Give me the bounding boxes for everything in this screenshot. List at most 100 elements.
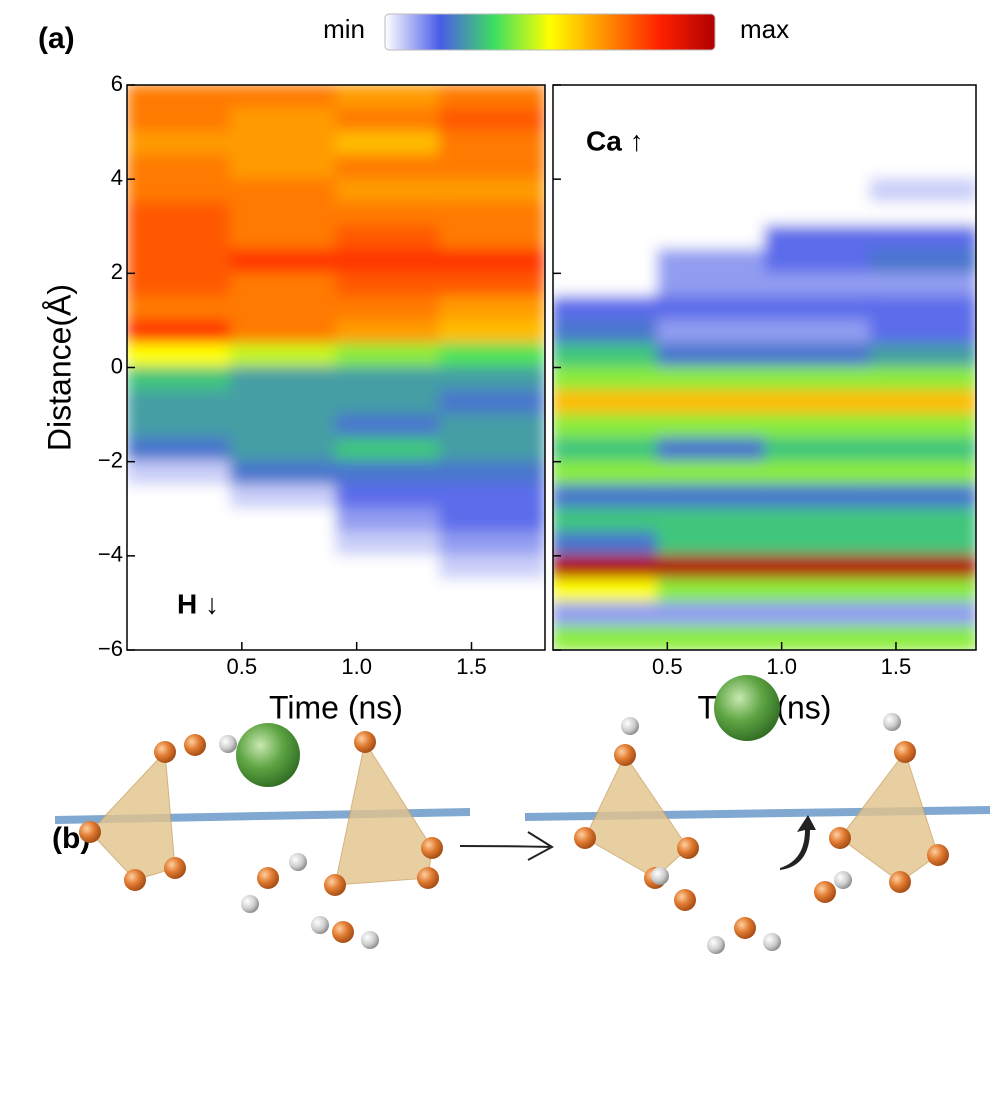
heat-cell: [127, 154, 234, 181]
heat-cell: [229, 85, 337, 110]
heat-cell: [656, 578, 765, 604]
heat-cell: [229, 507, 337, 534]
heat-cell: [127, 531, 234, 557]
panel-label: (a): [38, 22, 75, 55]
heat-cell: [335, 413, 443, 440]
heat-cell: [553, 272, 660, 298]
heat-cell: [869, 484, 976, 510]
heat-cell: [335, 531, 443, 557]
heat-cell: [335, 178, 443, 204]
heatmap-cells: [553, 85, 976, 650]
heat-cell: [335, 107, 443, 134]
heat-cell: [229, 319, 337, 345]
heat-cell: [229, 154, 337, 181]
heat-cell: [553, 578, 660, 604]
colorbar-max: max: [740, 14, 789, 44]
heat-cell: [127, 131, 234, 157]
heat-cell: [438, 107, 545, 134]
heat-cell: [869, 437, 976, 463]
heat-cell: [335, 272, 443, 298]
heat-cell: [869, 507, 976, 534]
heat-cell: [553, 131, 660, 157]
heat-cell: [335, 507, 443, 534]
heat-cell: [438, 295, 545, 322]
heat-cell: [764, 460, 873, 487]
heat-cell: [869, 390, 976, 416]
heat-cell: [869, 578, 976, 604]
heat-cell: [764, 554, 873, 581]
heat-cell: [764, 225, 873, 251]
heat-cell: [127, 484, 234, 510]
heat-cell: [335, 85, 443, 110]
heat-cell: [438, 413, 545, 440]
colorbar: [384, 13, 716, 51]
heat-cell: [869, 225, 976, 251]
heat-cell: [656, 201, 765, 228]
heat-cell: [656, 460, 765, 487]
x-tick-label: 0.5: [227, 654, 258, 679]
heat-cell: [335, 390, 443, 416]
heat-cell: [764, 131, 873, 157]
heat-cell: [869, 201, 976, 228]
heat-cell: [656, 413, 765, 440]
heat-cell: [229, 201, 337, 228]
heat-cell: [764, 154, 873, 181]
heat-cell: [438, 85, 545, 110]
heat-cell: [438, 390, 545, 416]
x-tick-label: 1.0: [341, 654, 372, 679]
x-axis-label: Time (ns): [269, 689, 403, 725]
heat-cell: [127, 107, 234, 134]
heat-cell: [438, 578, 545, 604]
heat-cell: [869, 131, 976, 157]
heat-cell: [553, 178, 660, 204]
heat-cell: [127, 578, 234, 604]
heat-cell: [869, 154, 976, 181]
heat-cell: [656, 342, 765, 369]
heat-cell: [127, 625, 234, 650]
heat-cell: [764, 578, 873, 604]
heat-cell: [229, 295, 337, 322]
heat-cell: [335, 578, 443, 604]
heatmap: [127, 85, 545, 650]
heat-cell: [229, 390, 337, 416]
heat-cell: [656, 319, 765, 345]
heat-cell: [553, 507, 660, 534]
schematic: [54, 675, 991, 954]
heat-cell: [438, 178, 545, 204]
x-tick-label: 1.5: [881, 654, 912, 679]
heat-cell: [127, 178, 234, 204]
heat-cell: [553, 625, 660, 650]
heat-cell: [764, 319, 873, 345]
heat-cell: [438, 154, 545, 181]
heat-cell: [229, 225, 337, 251]
heat-cell: [869, 366, 976, 393]
heat-cell: [335, 625, 443, 650]
heat-cell: [127, 342, 234, 369]
heat-cell: [229, 248, 337, 275]
heat-cell: [553, 85, 660, 110]
heat-cell: [869, 460, 976, 487]
heat-cell: [127, 390, 234, 416]
heat-cell: [127, 248, 234, 275]
heat-cell: [869, 625, 976, 650]
heat-cell: [438, 319, 545, 345]
y-axis-label: Distance(Å): [41, 284, 77, 451]
heat-cell: [229, 413, 337, 440]
heat-cell: [335, 366, 443, 393]
heat-cell: [553, 390, 660, 416]
heat-cell: [438, 272, 545, 298]
heat-cell: [656, 484, 765, 510]
y-tick-label: 6: [111, 71, 123, 96]
heat-cell: [127, 319, 234, 345]
heat-cell: [438, 366, 545, 393]
colorbar-min: min: [323, 14, 365, 44]
heat-cell: [656, 366, 765, 393]
heat-cell: [229, 178, 337, 204]
y-tick-label: 2: [111, 259, 123, 284]
annotation: H ↓: [177, 588, 219, 619]
heat-cell: [764, 248, 873, 275]
heatmap: [553, 85, 976, 650]
heat-cell: [438, 507, 545, 534]
heat-cell: [656, 131, 765, 157]
heat-cell: [656, 531, 765, 557]
